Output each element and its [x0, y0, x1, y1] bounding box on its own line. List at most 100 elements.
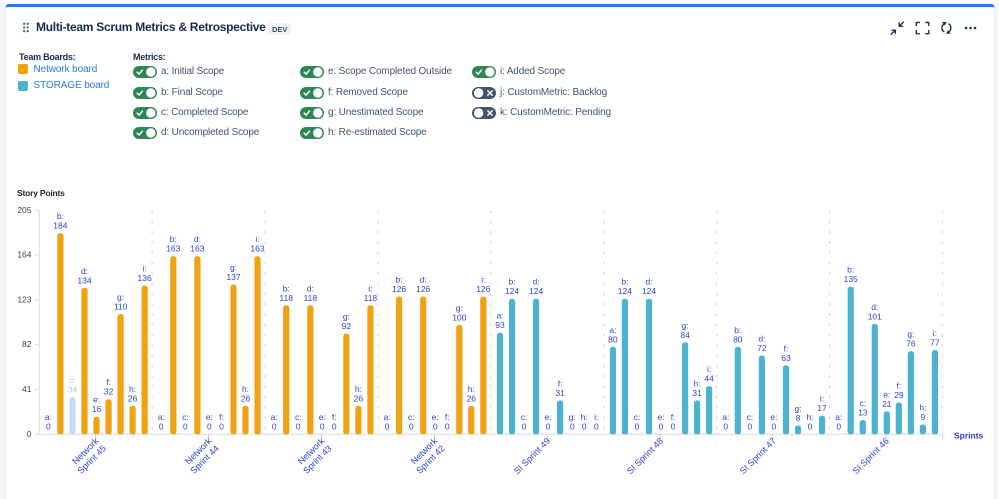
svg-text:0: 0 [46, 422, 51, 432]
svg-text:163: 163 [166, 244, 180, 254]
svg-text:31: 31 [692, 388, 702, 398]
svg-text:77: 77 [930, 338, 940, 348]
svg-text:205: 205 [17, 205, 31, 215]
svg-text:c:: c: [747, 412, 754, 422]
svg-text:26: 26 [241, 393, 251, 403]
svg-text:NetworkSprint 44: NetworkSprint 44 [181, 435, 221, 475]
svg-text:g:: g: [907, 329, 914, 339]
svg-text:a:: a: [45, 412, 52, 422]
svg-text:110: 110 [114, 302, 128, 312]
svg-text:0: 0 [748, 422, 753, 432]
svg-text:h:: h: [919, 402, 926, 412]
svg-text:0: 0 [385, 422, 390, 432]
svg-text:0: 0 [671, 422, 676, 432]
svg-text:c:: c: [521, 412, 528, 422]
svg-text:f:: f: [106, 377, 111, 387]
svg-text:g:: g: [343, 312, 350, 322]
svg-text:0: 0 [207, 422, 212, 432]
svg-text:NetworkSprint 45: NetworkSprint 45 [68, 435, 108, 475]
svg-text:d:: d: [871, 302, 878, 312]
svg-text:Sprints: Sprints [954, 431, 984, 441]
svg-text:0: 0 [594, 422, 599, 432]
svg-text:0: 0 [522, 422, 527, 432]
svg-text:0: 0 [27, 429, 32, 439]
svg-text:b:: b: [508, 277, 515, 287]
svg-text:8: 8 [796, 413, 801, 423]
svg-text:Story Points: Story Points [17, 188, 65, 198]
svg-text:76: 76 [906, 339, 916, 349]
svg-text:0: 0 [272, 422, 277, 432]
svg-text:0: 0 [659, 422, 664, 432]
svg-text:44: 44 [704, 374, 714, 384]
svg-text:63: 63 [781, 353, 791, 363]
svg-text:g:: g: [230, 263, 237, 273]
svg-text:0: 0 [582, 422, 587, 432]
svg-text:f:: f: [445, 412, 450, 422]
svg-text:0: 0 [332, 422, 337, 432]
svg-text:0: 0 [772, 422, 777, 432]
svg-text:c:: c: [69, 375, 76, 385]
svg-text:135: 135 [844, 274, 858, 284]
svg-text:126: 126 [392, 284, 406, 294]
svg-text:0: 0 [570, 422, 575, 432]
svg-text:g:: g: [682, 320, 689, 330]
svg-text:SI Sprint 48: SI Sprint 48 [625, 436, 665, 476]
svg-text:0: 0 [183, 422, 188, 432]
svg-text:26: 26 [354, 393, 364, 403]
svg-text:184: 184 [53, 221, 67, 231]
svg-text:NetworkSprint 43: NetworkSprint 43 [294, 435, 334, 475]
svg-text:b:: b: [847, 265, 854, 275]
svg-text:163: 163 [250, 244, 264, 254]
svg-text:0: 0 [409, 422, 414, 432]
svg-text:21: 21 [882, 399, 892, 409]
svg-text:g:: g: [456, 303, 463, 313]
svg-text:31: 31 [555, 388, 565, 398]
svg-text:9: 9 [921, 412, 926, 422]
svg-text:93: 93 [495, 320, 505, 330]
svg-text:26: 26 [128, 393, 138, 403]
svg-text:i:: i: [255, 234, 259, 244]
svg-text:0: 0 [836, 422, 841, 432]
svg-text:b:: b: [170, 234, 177, 244]
svg-text:124: 124 [618, 286, 632, 296]
svg-text:SI Sprint 47: SI Sprint 47 [738, 436, 778, 476]
svg-text:d:: d: [194, 234, 201, 244]
svg-text:124: 124 [642, 286, 656, 296]
svg-text:0: 0 [723, 422, 728, 432]
svg-text:32: 32 [104, 387, 114, 397]
svg-text:h:: h: [468, 384, 475, 394]
svg-text:101: 101 [868, 311, 882, 321]
svg-text:NetworkSprint 42: NetworkSprint 42 [407, 435, 447, 475]
svg-text:e:: e: [93, 395, 100, 405]
svg-text:a:: a: [496, 311, 503, 321]
svg-text:f:: f: [558, 378, 563, 388]
svg-text:f:: f: [332, 412, 337, 422]
svg-text:f:: f: [784, 343, 789, 353]
svg-text:SI Sprint 46: SI Sprint 46 [851, 436, 891, 476]
svg-text:92: 92 [342, 321, 352, 331]
svg-text:0: 0 [433, 422, 438, 432]
svg-text:82: 82 [22, 339, 32, 349]
svg-text:d:: d: [420, 275, 427, 285]
svg-text:a:: a: [158, 412, 165, 422]
svg-text:118: 118 [364, 293, 378, 303]
svg-text:b:: b: [283, 283, 290, 293]
svg-text:16: 16 [92, 404, 102, 414]
svg-text:34: 34 [68, 385, 78, 395]
svg-text:e:: e: [432, 412, 439, 422]
svg-text:f:: f: [219, 412, 224, 422]
svg-text:0: 0 [159, 422, 164, 432]
svg-text:h:: h: [806, 412, 813, 422]
svg-text:163: 163 [190, 244, 204, 254]
svg-text:0: 0 [808, 422, 813, 432]
svg-text:e:: e: [545, 412, 552, 422]
svg-text:123: 123 [17, 294, 31, 304]
svg-text:i:: i: [142, 264, 146, 274]
svg-text:h:: h: [355, 384, 362, 394]
svg-text:100: 100 [452, 312, 466, 322]
svg-text:84: 84 [680, 330, 690, 340]
svg-text:29: 29 [894, 390, 904, 400]
svg-text:0: 0 [546, 422, 551, 432]
svg-text:i:: i: [368, 283, 372, 293]
svg-text:d:: d: [533, 277, 540, 287]
